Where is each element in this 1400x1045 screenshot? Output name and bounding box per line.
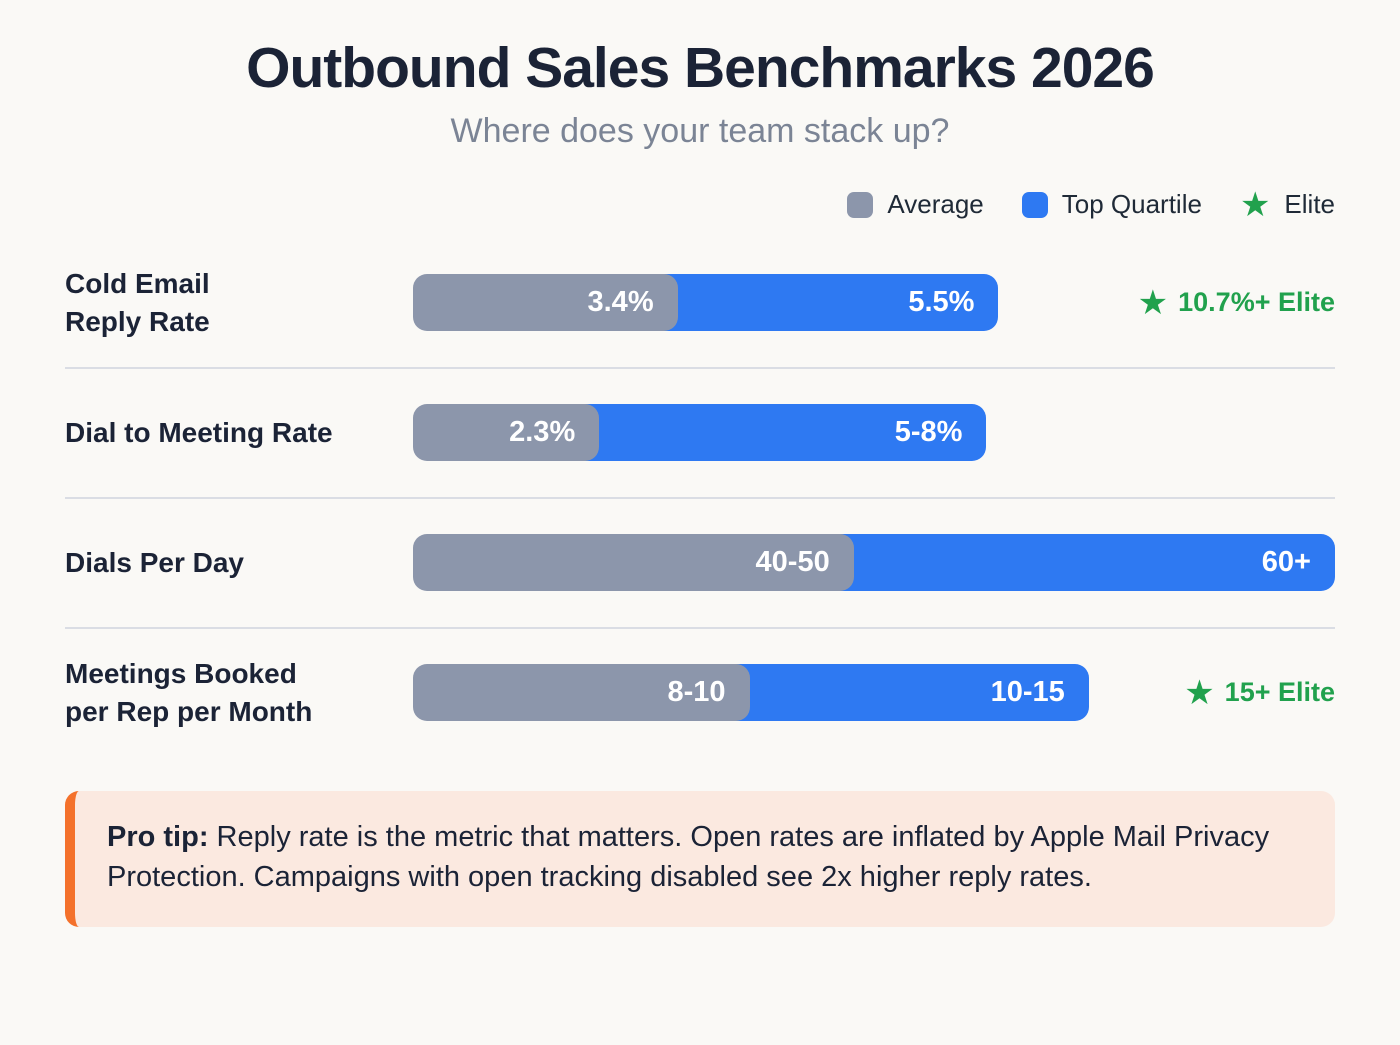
row-meetings-booked: Meetings Booked per Rep per Month 10-15 …	[65, 629, 1335, 757]
legend-label-top-quartile: Top Quartile	[1061, 189, 1202, 220]
top-quartile-bar: 5-8%	[571, 404, 987, 462]
average-bar: 2.3%	[413, 404, 600, 462]
elite-annotation: ★ 10.7%+ Elite	[1138, 286, 1335, 320]
page-title: Outbound Sales Benchmarks 2026	[246, 36, 1155, 100]
bar-track: 5.5% 3.4% ★ 10.7%+ Elite	[413, 274, 1335, 332]
average-value: 3.4%	[587, 286, 654, 319]
average-bar: 8-10	[413, 664, 750, 722]
row-divider	[65, 496, 1335, 499]
top-quartile-value: 5.5%	[908, 286, 975, 319]
legend-item-top-quartile: Top Quartile	[1021, 189, 1202, 220]
top-quartile-bar: 10-15	[721, 664, 1089, 722]
bar-track: 5-8% 2.3%	[413, 404, 1335, 462]
row-divider	[65, 626, 1335, 629]
bar-track: 60+ 40-50	[413, 534, 1335, 592]
bar-track: 10-15 8-10 ★ 15+ Elite	[413, 664, 1335, 722]
average-value: 2.3%	[509, 416, 576, 449]
elite-value: 10.7%+ Elite	[1178, 287, 1335, 318]
star-icon: ★	[1137, 283, 1169, 322]
top-quartile-value: 5-8%	[894, 416, 963, 449]
legend-item-elite: ★ Elite	[1239, 185, 1335, 224]
elite-value: 15+ Elite	[1224, 677, 1335, 708]
star-icon: ★	[1239, 185, 1271, 224]
row-dials-per-day: Dials Per Day 60+ 40-50	[65, 499, 1335, 627]
legend: Average Top Quartile ★ Elite	[65, 185, 1335, 225]
average-value: 40-50	[755, 546, 830, 579]
top-quartile-swatch-icon	[1021, 191, 1048, 218]
average-bar: 3.4%	[413, 274, 678, 332]
row-label: Dial to Meeting Rate	[65, 416, 333, 448]
page-subtitle: Where does your team stack up?	[450, 111, 950, 150]
benchmark-rows: Cold Email Reply Rate 5.5% 3.4% ★ 10.7%+…	[65, 239, 1335, 757]
legend-label-average: Average	[887, 189, 984, 220]
row-label: Meetings Booked per Rep per Month	[65, 657, 313, 727]
elite-annotation: ★ 15+ Elite	[1184, 676, 1335, 710]
pro-tip-label: Pro tip:	[107, 820, 209, 853]
legend-label-elite: Elite	[1284, 189, 1335, 220]
top-quartile-bar: 5.5%	[649, 274, 999, 332]
star-icon: ★	[1184, 673, 1215, 712]
row-label: Dials Per Day	[65, 546, 244, 578]
pro-tip-callout: Pro tip: Reply rate is the metric that m…	[65, 790, 1335, 927]
row-cold-email-reply-rate: Cold Email Reply Rate 5.5% 3.4% ★ 10.7%+…	[65, 239, 1335, 367]
top-quartile-value: 10-15	[990, 676, 1065, 709]
top-quartile-bar: 60+	[826, 534, 1335, 592]
row-dial-to-meeting-rate: Dial to Meeting Rate 5-8% 2.3%	[65, 369, 1335, 497]
average-value: 8-10	[667, 676, 726, 709]
row-label: Cold Email Reply Rate	[65, 267, 210, 337]
average-swatch-icon	[847, 191, 874, 218]
top-quartile-value: 60+	[1261, 546, 1311, 579]
legend-item-average: Average	[847, 189, 984, 220]
row-divider	[65, 366, 1335, 369]
average-bar: 40-50	[413, 534, 854, 592]
pro-tip-text: Reply rate is the metric that matters. O…	[107, 820, 1270, 893]
